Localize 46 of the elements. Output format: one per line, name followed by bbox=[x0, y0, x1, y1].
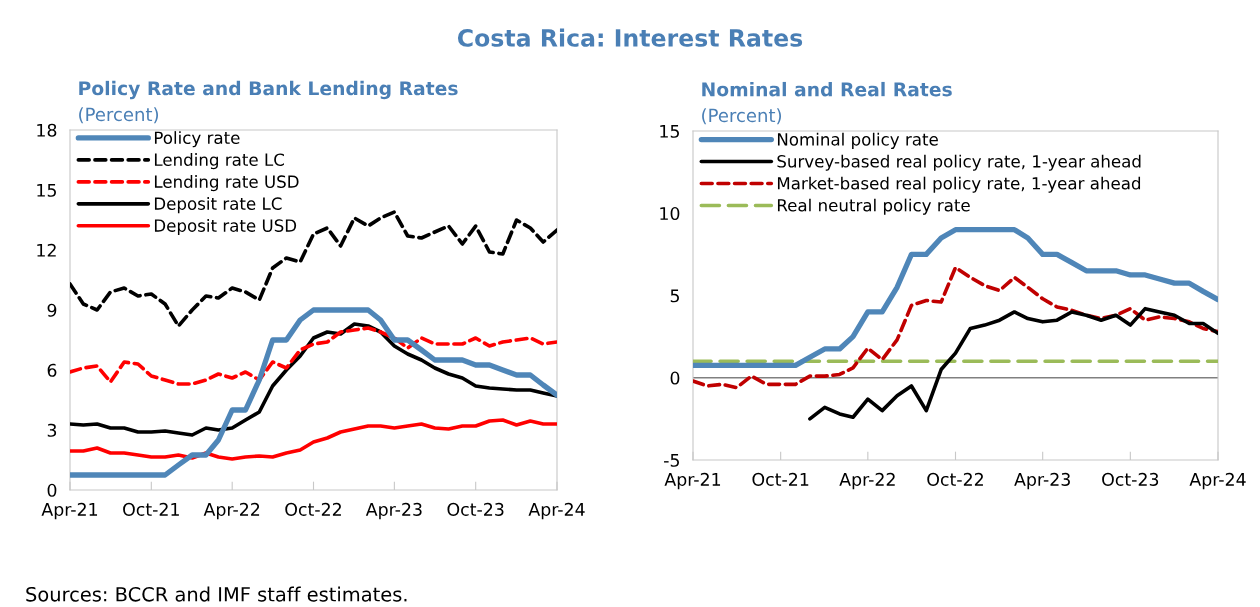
y-tick-label: 12 bbox=[37, 243, 56, 257]
legend-label: Deposit rate LC bbox=[154, 197, 282, 214]
legend-label: Market-based real policy rate, 1-year ahead bbox=[777, 176, 1141, 193]
y-tick-label: 15 bbox=[37, 183, 56, 197]
line-series bbox=[808, 306, 1218, 421]
legend-label: Real neutral policy rate bbox=[777, 198, 970, 215]
text: Costa Rica: Interest Rates bbox=[457, 28, 803, 47]
y-tick-label: -5 bbox=[664, 453, 679, 467]
y-tick-label: 18 bbox=[37, 123, 57, 137]
line-series bbox=[70, 418, 557, 461]
y-tick-label: 0 bbox=[670, 371, 680, 385]
line-series bbox=[70, 322, 557, 437]
y-tick-label: 10 bbox=[660, 206, 680, 221]
y-tick-label: 9 bbox=[47, 303, 57, 317]
y-tick-label: 3 bbox=[47, 423, 57, 437]
x-tick-label: Oct-23 bbox=[447, 502, 504, 516]
source-note: Sources: BCCR and IMF staff estimates. bbox=[26, 586, 407, 602]
x-tick-label: Oct-21 bbox=[752, 472, 809, 486]
x-tick-label: Apr-22 bbox=[203, 502, 260, 520]
line-series bbox=[693, 265, 1218, 390]
legend-label: Deposit rate USD bbox=[154, 218, 297, 236]
x-tick-label: Oct-22 bbox=[927, 472, 983, 486]
x-tick-label: Oct-23 bbox=[1102, 472, 1159, 486]
y-tick-label: 0 bbox=[47, 483, 57, 497]
legend-label: Nominal policy rate bbox=[777, 132, 938, 149]
y-tick-label: 5 bbox=[670, 289, 679, 303]
chart-subtitle: (Percent) bbox=[79, 107, 159, 124]
x-tick-label: Oct-21 bbox=[123, 502, 179, 516]
legend-label: Lending rate USD bbox=[154, 175, 299, 192]
legend-label: Lending rate LC bbox=[154, 153, 284, 170]
legend-label: Survey-based real policy rate, 1-year ahead bbox=[777, 154, 1141, 171]
x-tick-label: Apr-24 bbox=[528, 502, 585, 520]
y-tick-label: 6 bbox=[47, 363, 57, 377]
x-tick-label: Apr-23 bbox=[365, 502, 422, 520]
x-tick-label: Apr-22 bbox=[839, 472, 895, 490]
x-tick-label: Apr-21 bbox=[664, 472, 721, 490]
legend-label: Policy rate bbox=[154, 131, 240, 148]
x-tick-label: Apr-23 bbox=[1014, 472, 1070, 490]
chart-title: Policy Rate and Bank Lending Rates bbox=[79, 80, 458, 100]
y-tick-label: 15 bbox=[660, 124, 679, 138]
x-tick-label: Apr-24 bbox=[1189, 472, 1246, 490]
line-series bbox=[70, 326, 557, 386]
chart-title: Nominal and Real Rates bbox=[702, 81, 952, 97]
chart-subtitle: (Percent) bbox=[702, 108, 782, 125]
x-tick-label: Apr-21 bbox=[41, 502, 98, 520]
x-tick-label: Oct-22 bbox=[285, 502, 341, 516]
